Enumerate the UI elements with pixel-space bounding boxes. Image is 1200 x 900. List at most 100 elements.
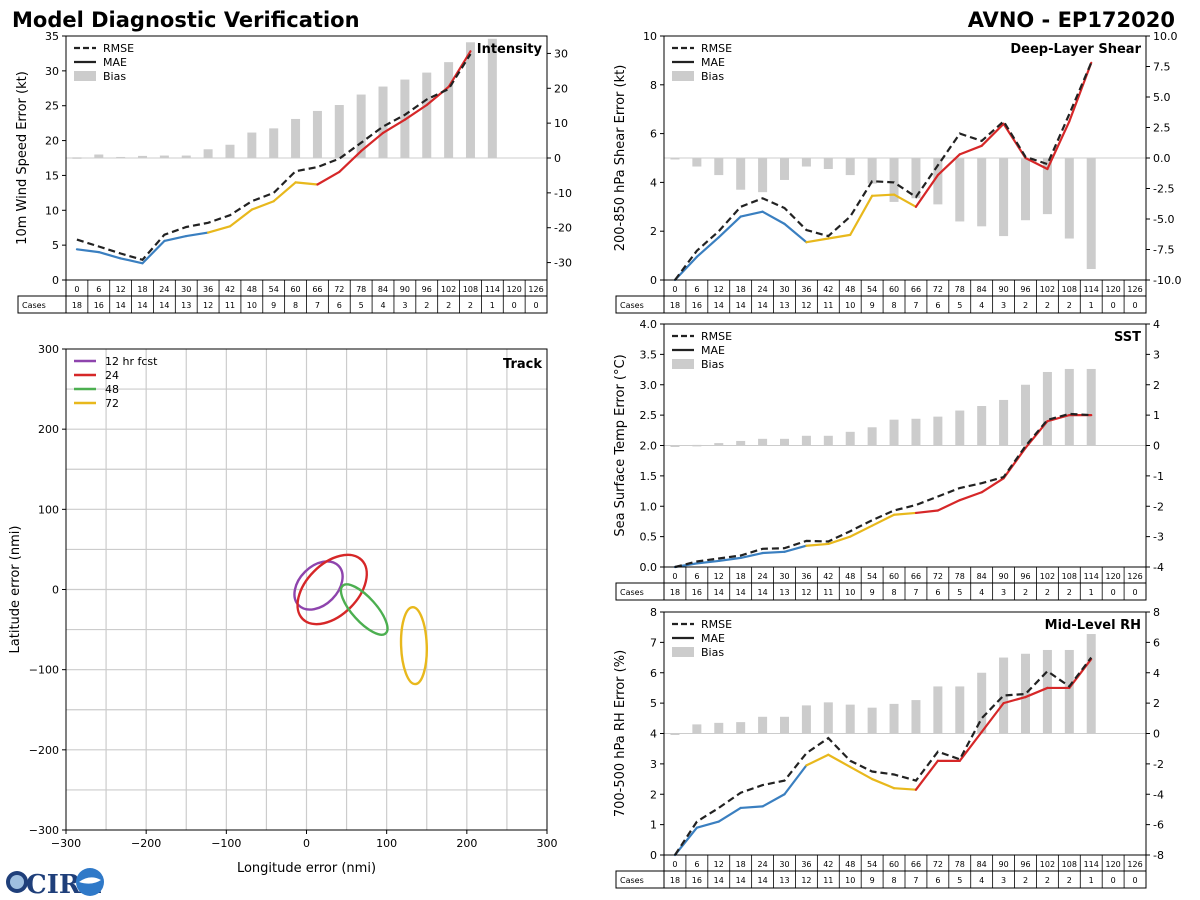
sst-bias-bar [1021,384,1030,446]
intensity-hour-label: 48 [247,285,257,294]
sst-right-tick-label: -3 [1153,531,1164,544]
rh-bias-bar [823,702,833,734]
track-x-tick-label: 200 [456,837,477,850]
rh-hour-label: 114 [1084,860,1099,869]
shear-hour-label: 126 [1127,285,1142,294]
track-x-tick-label: −100 [211,837,241,850]
shear-case-count: 14 [757,301,767,310]
intensity-bias-bar [444,62,454,159]
shear-case-count: 1 [1089,301,1094,310]
sst-case-count: 14 [736,588,746,597]
shear-hour-label: 84 [977,285,987,294]
sst-case-count: 11 [823,588,833,597]
intensity-left-tick-label: 25 [45,100,59,113]
rh-hour-label: 6 [694,860,699,869]
intensity-case-count: 6 [337,301,342,310]
sst-hour-label: 126 [1127,572,1142,581]
shear-hour-label: 114 [1084,285,1099,294]
sst-left-tick-label: 3.0 [640,379,658,392]
intensity-bias-bar [116,156,126,159]
intensity-left-tick-label: 20 [45,135,59,148]
intensity-legend-rmse: RMSE [103,42,134,55]
sst-left-tick-label: 1.0 [640,500,658,513]
intensity-case-count: 4 [380,301,385,310]
track-y-tick-label: 200 [38,423,59,436]
sst-bias-bar [692,444,702,447]
rh-case-count: 12 [801,876,811,885]
sst-mae-segment [717,556,742,563]
track-xlabel: Longitude error (nmi) [237,861,376,876]
intensity-mae-segment [250,200,275,211]
track-ellipse-3 [339,583,389,636]
rh-case-count: 0 [1111,876,1116,885]
rh-hour-label: 66 [911,860,921,869]
rh-case-count: 11 [823,876,833,885]
shear-hour-label: 78 [955,285,965,294]
shear-bias-bar [670,158,680,160]
sst-case-count: 14 [714,588,724,597]
shear-bias-bar [889,158,899,202]
rh-case-count: 9 [870,876,875,885]
sst-mae-segment [914,509,939,515]
intensity-bias-bar [72,157,82,159]
rh-case-count: 1 [1089,876,1094,885]
shear-legend-bias: Bias [701,70,724,83]
track-ellipse-4 [399,605,429,686]
rh-bias-bar [911,700,921,734]
sst-case-count: 6 [935,588,940,597]
rh-case-count: 0 [1132,876,1137,885]
intensity-case-count: 0 [534,301,539,310]
rh-left-tick-label: 8 [650,606,657,619]
intensity-hour-label: 36 [203,285,213,294]
intensity-hour-label: 6 [96,285,101,294]
rh-case-count: 14 [757,876,767,885]
intensity-left-tick-label: 0 [52,274,59,287]
rh-hour-label: 0 [672,860,677,869]
intensity-rmse-line [76,53,472,262]
shear-mae-segment [958,144,983,156]
shear-bias-bar [780,158,789,180]
rh-bias-bar [977,672,987,734]
sst-hour-label: 96 [1020,572,1030,581]
intensity-bias-bar [291,118,301,158]
shear-mae-segment [1068,61,1093,123]
sst-cases-label: Cases [620,588,644,597]
rh-case-count: 8 [891,876,896,885]
track-ylabel: Latitude error (nmi) [8,526,23,654]
rh-bias-bar [758,716,768,734]
shear-left-tick-label: 4 [650,176,657,189]
rh-case-count: 18 [670,876,680,885]
shear-hour-label: 120 [1105,285,1120,294]
shear-mae-segment [1024,156,1049,171]
sst-right-tick-label: 0 [1153,440,1160,453]
rh-mae-segment [892,787,918,791]
intensity-case-count: 13 [181,301,191,310]
shear-right-tick-label: 5.0 [1153,91,1171,104]
sst-case-count: 2 [1045,588,1050,597]
intensity-mae-segment [207,225,232,234]
shear-right-tick-label: 10.0 [1153,30,1178,43]
sst-bias-bar [801,435,811,446]
sst-bias-bar [845,431,855,446]
rh-hour-label: 108 [1062,860,1077,869]
sst-hour-label: 12 [714,572,724,581]
intensity-case-count: 0 [512,301,517,310]
rh-case-count: 2 [1023,876,1028,885]
intensity-bias-bar [422,72,432,158]
sst-bias-bar [758,438,768,446]
intensity-hour-label: 60 [290,285,300,294]
intensity-hour-label: 96 [422,285,432,294]
shear-bias-bar [845,158,855,176]
sst-hour-label: 48 [845,572,855,581]
rh-bias-bar [889,703,899,734]
rh-left-tick-label: 3 [650,758,657,771]
sst-right-tick-label: -1 [1153,470,1164,483]
sst-mae-segment [980,477,1005,494]
intensity-mae-segment [381,118,406,135]
rh-ylabel: 700-500 hPa RH Error (%) [613,650,628,817]
sst-bias-bar [955,410,965,446]
rh-legend-rmse: RMSE [701,618,732,631]
sst-left-tick-label: 0.0 [640,561,658,574]
sst-case-count: 16 [692,588,702,597]
sst-bias-bar [1042,371,1052,446]
